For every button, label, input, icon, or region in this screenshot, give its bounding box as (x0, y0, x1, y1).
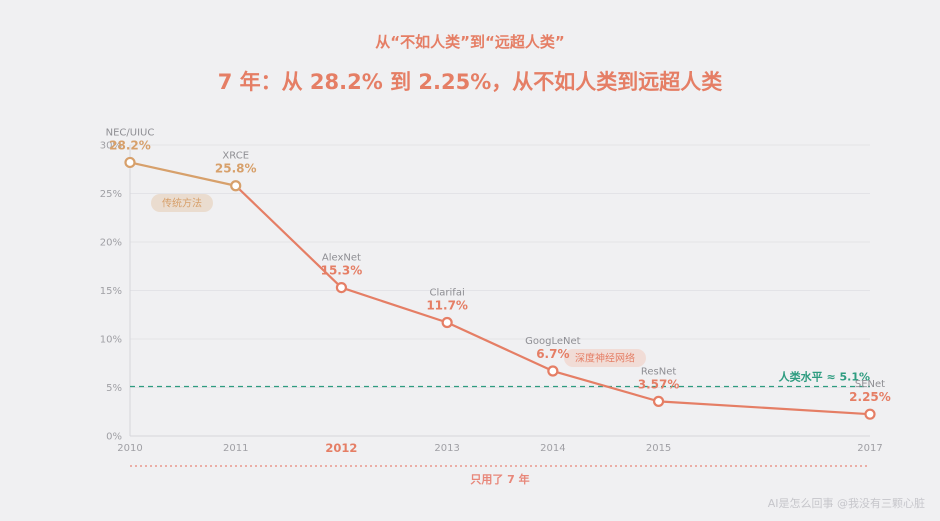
x-tick-label: 2017 (857, 443, 882, 454)
human-level-reference: 人类水平 ≈ 5.1% (130, 370, 870, 388)
point-name-label: Clarifai (430, 288, 465, 299)
value-label: 25.8% (215, 162, 257, 176)
y-tick-label: 15% (100, 286, 122, 297)
value-label: 11.7% (426, 299, 468, 313)
y-tick-label: 10% (100, 335, 122, 346)
watermark: AI是怎么回事 @我没有三颗心脏 (768, 496, 925, 510)
x-tick-label: 2015 (646, 443, 671, 454)
data-point (441, 316, 453, 329)
chart-title: 7 年：从 28.2% 到 2.25%，从不如人类到远超人类 (218, 70, 724, 94)
x-tick-label: 2010 (117, 443, 142, 454)
series-line-segment (234, 184, 343, 289)
era-pill-label: 传统方法 (162, 197, 202, 210)
x-tick-label-highlighted: 2012 (325, 441, 357, 455)
point-name-label: AlexNet (322, 253, 361, 264)
data-point (547, 365, 559, 377)
point-name-label: XRCE (222, 151, 249, 162)
y-tick-label: 20% (100, 238, 122, 249)
series-line-segment (446, 321, 554, 373)
point-name-label: SENet (855, 379, 885, 390)
value-label: 6.7% (536, 347, 569, 361)
series-line-segment (657, 400, 872, 416)
chart-subtitle: 从“不如人类”到“远超人类” (375, 33, 564, 51)
value-label: 15.3% (321, 264, 363, 278)
point-name-label: NEC/UIUC (106, 127, 155, 138)
y-axis: 0% 5% 10% 15% 20% 25% 30% (100, 141, 131, 443)
y-tick-label: 5% (106, 383, 122, 394)
y-tick-label: 30% (100, 141, 122, 152)
era-pill: 深度神经网络 (564, 349, 646, 367)
y-tick-label: 25% (100, 189, 122, 200)
era-pill-background (564, 349, 646, 367)
y-tick-label: 0% (106, 432, 122, 443)
data-points (124, 156, 876, 420)
value-label: 28.2% (109, 138, 151, 152)
series-line-segment (551, 369, 660, 403)
data-point (124, 156, 136, 169)
gridlines (130, 144, 870, 437)
series-line-segment (340, 286, 449, 324)
era-pill-label: 深度神经网络 (575, 352, 635, 365)
value-label: 2.25% (849, 390, 891, 404)
data-point (230, 180, 242, 192)
series-line (128, 161, 872, 416)
data-point (335, 281, 348, 294)
era-pill-background (151, 194, 213, 212)
series-line-segment (128, 161, 237, 187)
x-axis: 2010 2011 2012 2013 2014 2015 2017 (117, 441, 882, 455)
value-label: 3.57% (638, 377, 680, 391)
x-tick-label: 2011 (223, 443, 248, 454)
era-pill: 传统方法 (151, 194, 213, 212)
point-name-label: ResNet (641, 366, 676, 377)
x-tick-label: 2014 (540, 443, 565, 454)
time-span-annotation: 只用了 7 年 (130, 465, 870, 486)
x-tick-label: 2013 (434, 443, 459, 454)
data-point (864, 408, 876, 420)
time-span-label: 只用了 7 年 (470, 472, 529, 486)
human-level-label: 人类水平 ≈ 5.1% (779, 370, 870, 384)
data-point (652, 395, 665, 407)
point-name-label: GoogLeNet (525, 336, 581, 347)
